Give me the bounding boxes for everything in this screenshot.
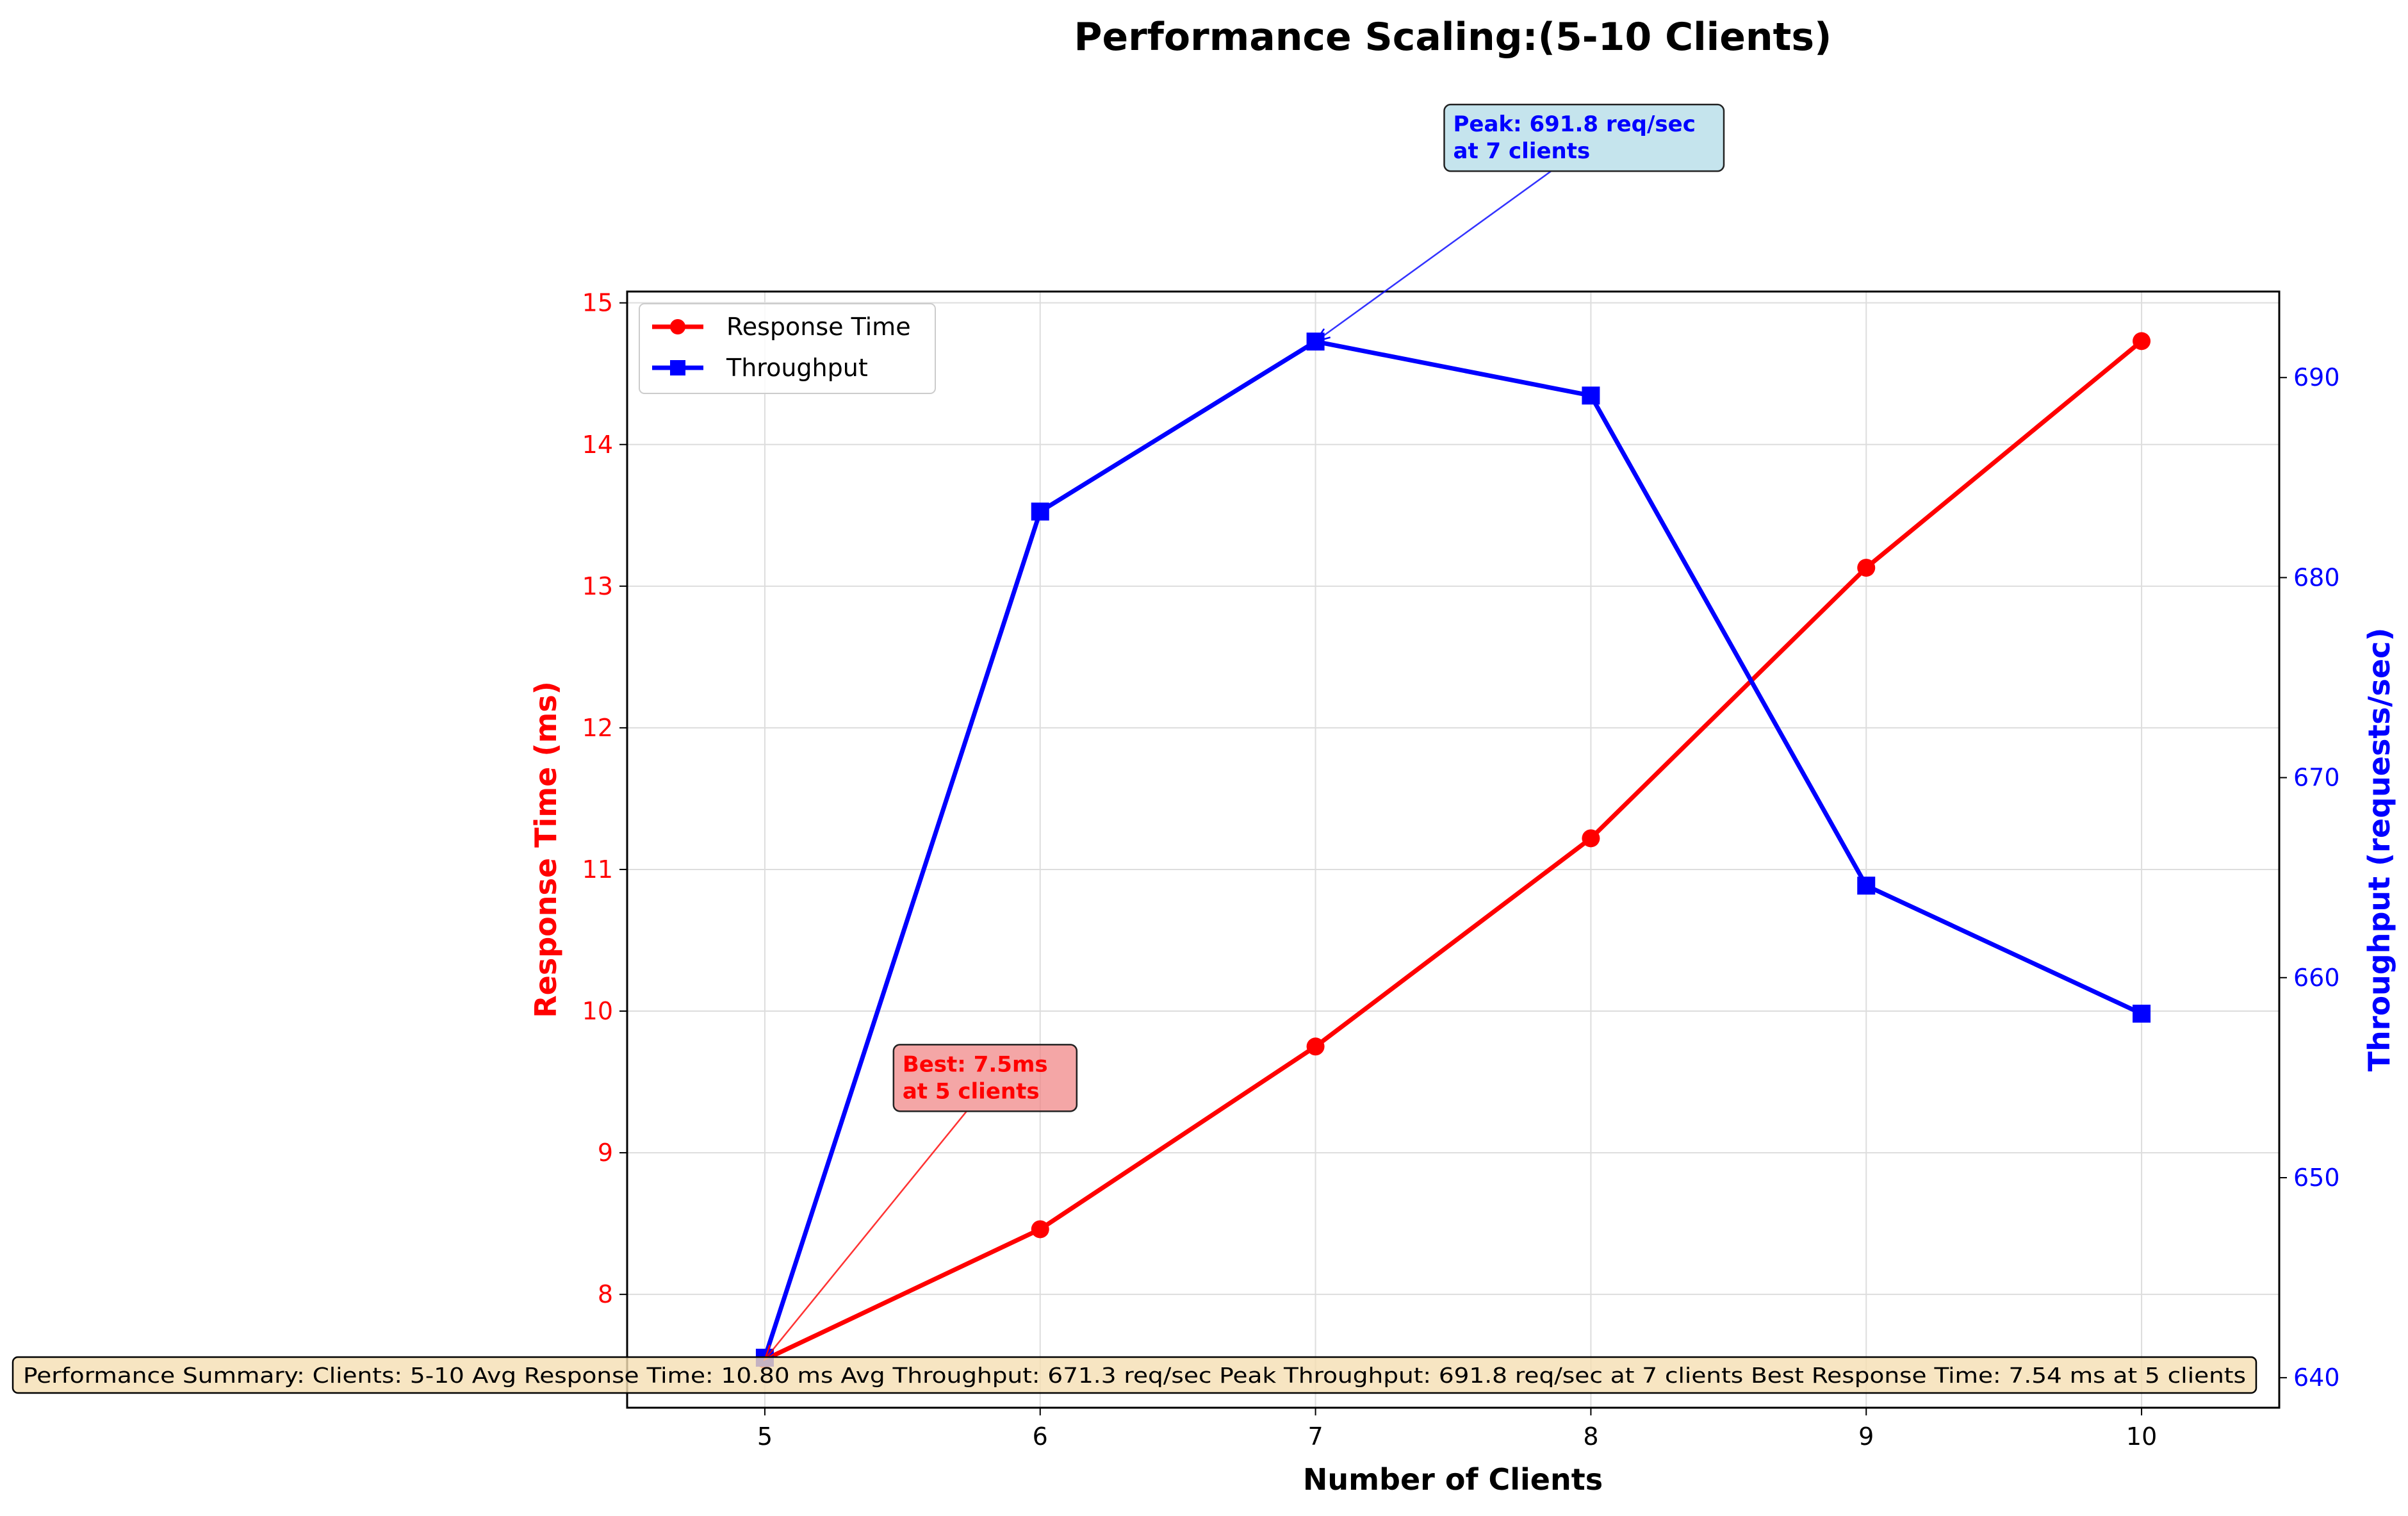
x-axis-label: Number of Clients bbox=[1303, 1462, 1603, 1497]
annotation-text: Peak: 691.8 req/sec bbox=[1454, 111, 1696, 137]
annotation-arrow bbox=[764, 1110, 967, 1360]
x-tick-label: 7 bbox=[1307, 1422, 1323, 1451]
summary-box bbox=[12, 1356, 2257, 1394]
summary: Performance Summary: Clients: 5-10 Avg R… bbox=[12, 1356, 2257, 1394]
annotation-arrow bbox=[1315, 170, 1552, 343]
series-layer bbox=[755, 332, 2151, 1369]
y-right-tick-label: 640 bbox=[2293, 1364, 2340, 1392]
annotation-box bbox=[892, 1044, 1078, 1112]
y-right-tick-label: 660 bbox=[2293, 964, 2340, 992]
response-time-line bbox=[764, 339, 2143, 1362]
response-time-point bbox=[1857, 559, 1876, 577]
throughput-line bbox=[762, 339, 2143, 1359]
y-right-tick-label: 670 bbox=[2293, 764, 2340, 792]
throughput-point bbox=[1582, 386, 1600, 405]
y-right-tick-label: 680 bbox=[2293, 563, 2340, 591]
x-tick-label: 5 bbox=[757, 1422, 773, 1451]
y-left-tick-label: 10 bbox=[582, 997, 613, 1025]
x-tick-label: 8 bbox=[1583, 1422, 1598, 1451]
response-time-point bbox=[2133, 332, 2151, 350]
y-axis-right-label: Throughput (requests/sec) bbox=[2362, 628, 2396, 1072]
y-right-tick-label: 690 bbox=[2293, 363, 2340, 391]
legend: Response Time Throughput bbox=[639, 303, 936, 394]
legend-swatch-marker bbox=[670, 319, 685, 334]
response-time-point bbox=[1031, 1220, 1049, 1239]
throughput-point bbox=[1031, 502, 1049, 521]
y-left-tick-label: 8 bbox=[598, 1280, 613, 1308]
x-tick-label: 9 bbox=[1858, 1422, 1874, 1451]
plot-frame bbox=[626, 290, 2281, 1409]
throughput-point bbox=[1857, 877, 1876, 895]
grid bbox=[627, 292, 2279, 1408]
axes: 5 6 7 8 9 10 8 9 10 11 12 13 14 15 640 650 660 670 680 690 bbox=[582, 289, 2340, 1451]
annotation-text: at 7 clients bbox=[1454, 138, 1591, 164]
annotation-text: at 5 clients bbox=[903, 1078, 1040, 1104]
y-left-tick-label: 11 bbox=[582, 855, 613, 884]
y-right-tick-label: 650 bbox=[2293, 1164, 2340, 1192]
throughput-point bbox=[2133, 1004, 2151, 1023]
chart-title: Performance Scaling:(5-10 Clients) bbox=[1074, 15, 1832, 60]
y-left-tick-label: 15 bbox=[582, 289, 613, 317]
y-left-tick-label: 12 bbox=[582, 714, 613, 742]
y-left-tick-label: 14 bbox=[582, 431, 613, 459]
annotation-arrowhead bbox=[1313, 328, 1331, 343]
x-tick-label: 10 bbox=[2126, 1422, 2157, 1451]
legend-label: Response Time bbox=[726, 313, 911, 341]
y-axis-left-label: Response Time (ms) bbox=[528, 681, 563, 1018]
annotation-box bbox=[1443, 103, 1725, 172]
x-tick-label: 6 bbox=[1033, 1422, 1048, 1451]
response-time-point bbox=[1306, 1037, 1325, 1056]
summary-text: Performance Summary: Clients: 5-10 Avg R… bbox=[23, 1363, 2246, 1388]
response-time-point bbox=[1582, 829, 1600, 848]
legend-label: Throughput bbox=[726, 354, 868, 382]
legend-swatch-marker bbox=[670, 360, 685, 375]
y-left-tick-label: 9 bbox=[598, 1139, 613, 1167]
y-left-tick-label: 13 bbox=[582, 572, 613, 600]
annotation-text: Best: 7.5ms bbox=[903, 1051, 1048, 1077]
legend-box bbox=[639, 303, 936, 394]
